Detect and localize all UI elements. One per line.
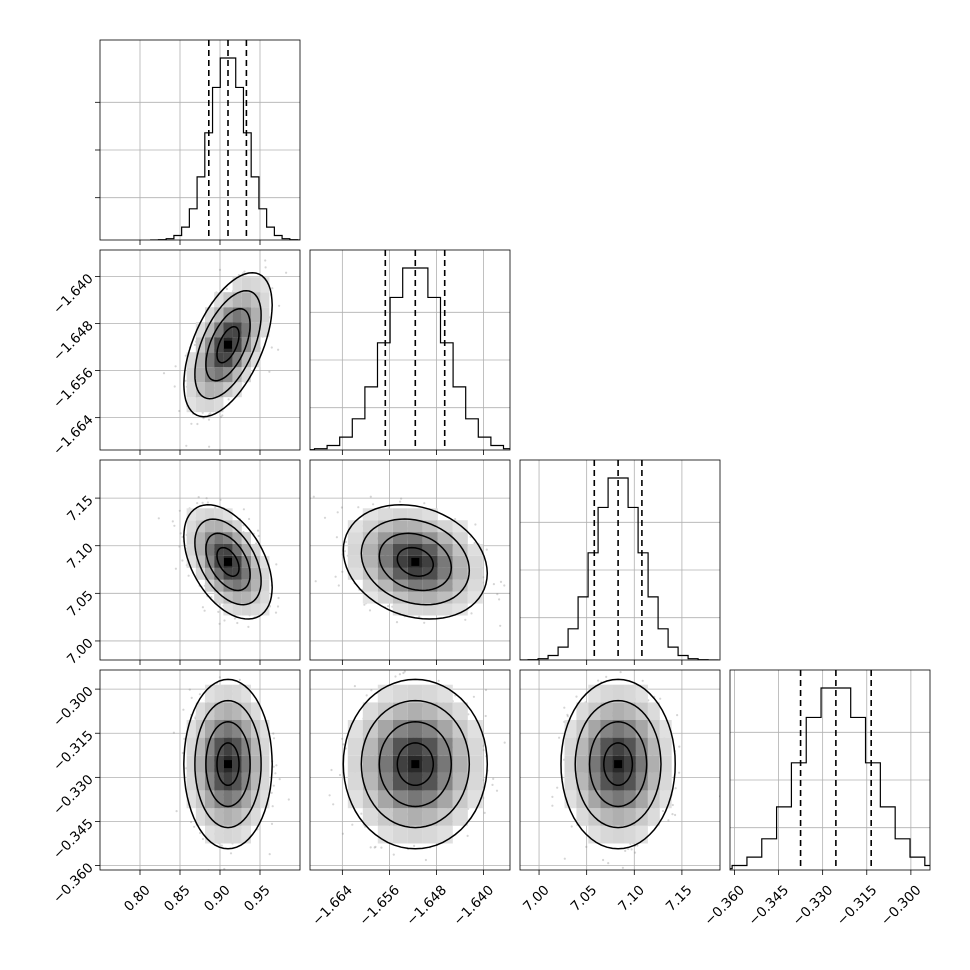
x-tick-label: 0.90 xyxy=(201,882,234,915)
mode-marker xyxy=(411,760,420,769)
contour-level-0 xyxy=(216,742,240,787)
x-tick-label: −1.656 xyxy=(356,882,403,929)
y-tick-label: 7.05 xyxy=(64,588,97,621)
contour-level-0 xyxy=(396,742,435,787)
x-tick-label: 0.95 xyxy=(241,882,274,915)
contour-level-2 xyxy=(194,699,262,829)
contour-level-0 xyxy=(603,742,634,787)
contour-level-3 xyxy=(342,678,489,850)
panel-frame xyxy=(309,459,511,661)
contour-level-3 xyxy=(342,504,489,620)
contours xyxy=(183,271,273,418)
contour-level-1 xyxy=(588,721,648,808)
x-tick-label: −1.640 xyxy=(450,882,497,929)
x-tick-label: 0.80 xyxy=(121,882,154,915)
x-tick-label: −0.300 xyxy=(878,882,925,929)
contour-level-3 xyxy=(560,678,676,850)
y-tick-label: −1.664 xyxy=(50,412,97,459)
contour-level-3 xyxy=(183,678,273,850)
contour-level-1 xyxy=(378,721,453,808)
contour-level-2 xyxy=(574,699,662,829)
contour-level-3 xyxy=(183,504,273,620)
x-tick-label: 0.85 xyxy=(161,882,194,915)
contour-level-0 xyxy=(216,325,240,364)
panel-frame xyxy=(99,39,301,241)
panel-frame xyxy=(519,459,721,661)
panel-frame xyxy=(99,669,301,871)
contour-level-2 xyxy=(360,699,471,829)
contour-level-1 xyxy=(205,532,251,592)
y-tick-label: −1.640 xyxy=(50,271,97,318)
x-tick-label: 7.15 xyxy=(663,882,696,915)
contour-level-1 xyxy=(205,307,251,382)
histogram-param-0 xyxy=(150,57,300,240)
x-tick-label: −1.648 xyxy=(403,882,450,929)
panel-2-2 xyxy=(519,459,721,665)
contours xyxy=(342,678,489,850)
panel-0-0 xyxy=(95,39,301,245)
histogram-param-3 xyxy=(730,687,930,870)
panel-3-3: −0.360−0.345−0.330−0.315−0.300 xyxy=(701,669,931,929)
panel-1-1 xyxy=(309,249,511,455)
panel-3-2: 7.00 7.05 7.10 7.15 xyxy=(519,669,721,915)
contours xyxy=(560,678,676,850)
x-tick-label: −0.330 xyxy=(790,882,837,929)
x-tick-label: −0.345 xyxy=(745,882,792,929)
x-tick-label: 7.00 xyxy=(520,882,553,915)
panel-frame xyxy=(729,669,931,871)
contour-level-1 xyxy=(205,721,251,808)
y-tick-label: −0.345 xyxy=(50,816,97,863)
mode-marker xyxy=(614,760,623,769)
mode-marker xyxy=(411,557,420,566)
contour-level-3 xyxy=(183,271,273,418)
y-tick-label: −0.300 xyxy=(50,683,97,730)
histogram-param-1 xyxy=(310,267,510,450)
panel-frame xyxy=(309,669,511,871)
contours xyxy=(183,504,273,620)
contour-level-0 xyxy=(396,546,435,577)
mode-marker xyxy=(224,340,232,349)
x-tick-label: −0.360 xyxy=(701,882,748,929)
panel-frame xyxy=(519,669,721,871)
x-tick-label: 7.05 xyxy=(568,882,601,915)
contours xyxy=(183,678,273,850)
y-tick-label: −0.330 xyxy=(50,772,97,819)
x-tick-label: 7.10 xyxy=(615,882,648,915)
panel-frame xyxy=(309,249,511,451)
mode-marker xyxy=(224,760,232,769)
contour-level-2 xyxy=(194,518,262,606)
x-tick-label: −1.664 xyxy=(309,882,356,929)
panel-1-0: −1.664−1.656−1.648−1.640 xyxy=(50,249,301,459)
y-tick-label: 7.10 xyxy=(64,540,97,573)
contour-level-2 xyxy=(194,289,262,400)
contour-level-0 xyxy=(216,546,240,577)
panel-2-1 xyxy=(309,459,511,665)
panel-3-1: −1.664 −1.656 −1.648 −1.640 xyxy=(309,669,511,929)
y-tick-label: −1.648 xyxy=(50,318,97,365)
histogram-param-2 xyxy=(520,477,719,660)
y-tick-label: 7.00 xyxy=(64,635,97,668)
panel-2-0: 7.00 7.05 7.10 7.15 xyxy=(64,459,301,668)
y-tick-label: −0.360 xyxy=(50,860,97,907)
y-tick-label: 7.15 xyxy=(64,492,97,525)
panel-frame xyxy=(99,249,301,451)
y-tick-label: −0.315 xyxy=(50,728,97,775)
mode-marker xyxy=(224,557,232,566)
contours xyxy=(342,504,489,620)
contour-level-1 xyxy=(378,532,453,592)
contour-level-2 xyxy=(360,518,471,606)
y-tick-label: −1.656 xyxy=(50,365,97,412)
panel-frame xyxy=(99,459,301,661)
x-tick-label: −0.315 xyxy=(834,882,881,929)
